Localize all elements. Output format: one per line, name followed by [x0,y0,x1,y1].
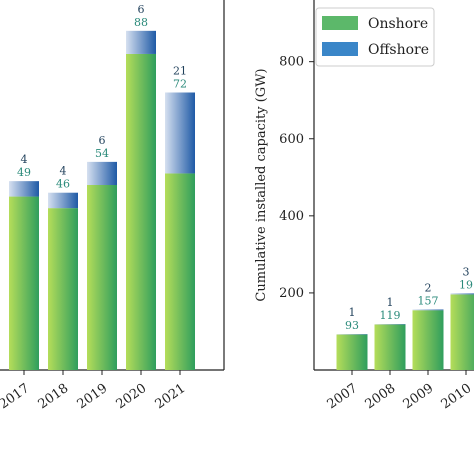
y-tick-label-800: 800 [279,55,304,70]
bar-offshore-2020 [126,30,156,54]
legend: Onshore Offshore [315,7,435,67]
bar-offshore-2009 [412,309,444,311]
data-label-total-2010: 19 [459,278,473,291]
bar-onshore-2010 [450,294,474,370]
data-label-offshore-2019: 6 [99,134,106,147]
bar-onshore-2008 [374,324,406,370]
data-label-offshore-2020: 6 [138,3,145,16]
data-label-total-2009: 157 [418,294,439,307]
y-tick-label-400: 400 [279,209,304,224]
x-tick-label-2008: 2008 [363,381,399,412]
bar-onshore-2009 [412,310,444,370]
bar-onshore-2021 [165,173,195,370]
right-y-axis-title: Cumulative installed capacity (GW) [254,68,269,301]
bar-offshore-2010 [450,293,474,295]
legend-swatch-offshore [322,42,358,56]
x-tick-label-2021: 2021 [153,381,189,412]
x-tick-label-2018: 2018 [36,381,72,412]
data-label-offshore-2007: 1 [349,306,356,319]
legend-label-offshore: Offshore [368,42,429,58]
x-tick-label-2010: 2010 [439,381,474,412]
x-tick-label-2020: 2020 [114,381,150,412]
data-label-total-2007: 93 [345,319,359,332]
x-tick-label-2007: 2007 [325,381,361,412]
bar-offshore-2017 [9,181,39,197]
data-label-offshore-2021: 21 [173,65,187,78]
data-label-total-2021: 72 [173,78,187,91]
x-tick-label-2019: 2019 [75,381,111,412]
bar-onshore-2018 [48,208,78,370]
bar-onshore-2007 [336,334,368,370]
bar-offshore-2018 [48,192,78,209]
bar-onshore-2020 [126,53,156,370]
bar-onshore-2019 [87,185,117,370]
data-label-total-2018: 46 [56,178,70,191]
data-label-offshore-2008: 1 [387,296,394,309]
legend-label-onshore: Onshore [368,16,428,32]
x-tick-label-2017: 2017 [0,381,32,412]
bar-offshore-2019 [87,161,117,185]
data-label-total-2020: 88 [134,16,148,29]
data-label-offshore-2009: 2 [425,281,432,294]
data-label-offshore-2010: 3 [463,265,470,278]
legend-swatch-onshore [322,16,358,30]
data-label-offshore-2018: 4 [60,165,67,178]
data-label-offshore-2017: 4 [21,153,28,166]
y-tick-label-200: 200 [279,286,304,301]
x-tick-label-2009: 2009 [401,381,437,412]
bar-offshore-2021 [165,92,195,174]
y-tick-label-600: 600 [279,132,304,147]
data-label-total-2019: 54 [95,147,109,160]
data-label-total-2017: 49 [17,166,31,179]
bar-onshore-2017 [9,196,39,370]
data-label-total-2008: 119 [380,309,401,322]
